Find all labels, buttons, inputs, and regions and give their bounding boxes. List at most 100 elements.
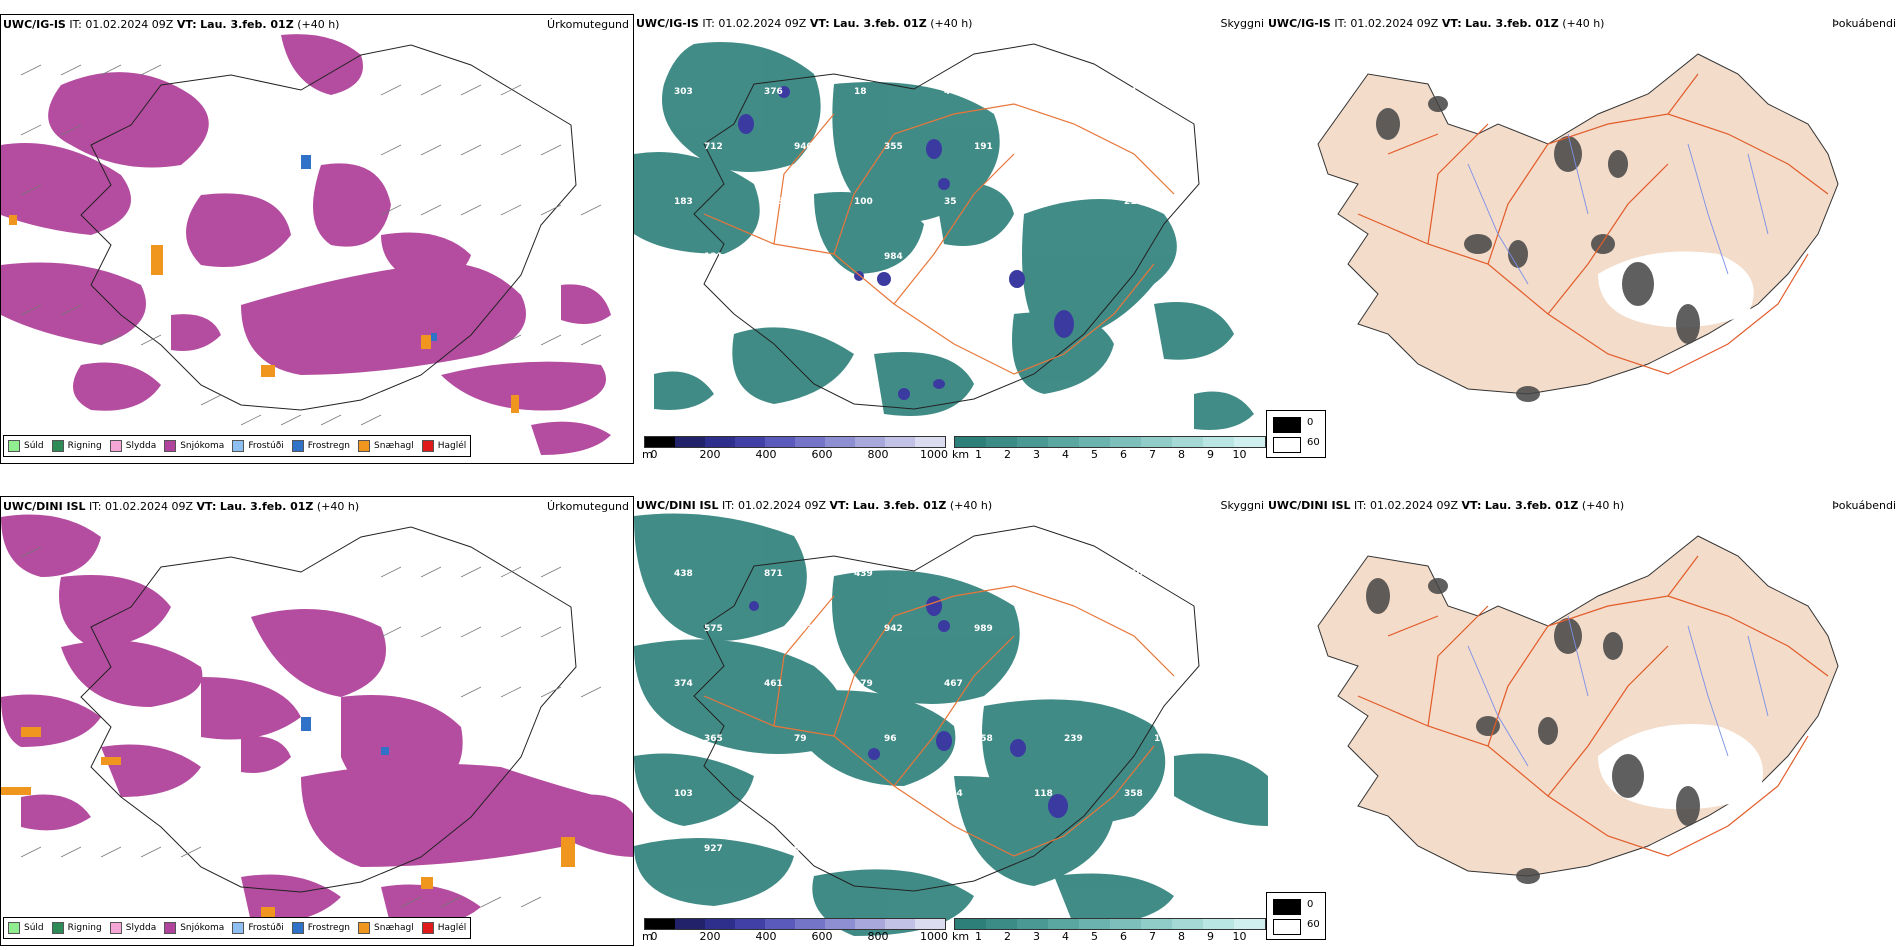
colorbar-tick: 400 [755, 930, 777, 943]
legend-label: Rigning [67, 441, 102, 451]
header: UWC/DINI ISL IT: 01.02.2024 09Z VT: Lau.… [636, 499, 993, 512]
visibility-value-label: 689 [1064, 624, 1083, 634]
colorbar-tick: 2 [1004, 448, 1011, 461]
colorbar-cell [1017, 437, 1048, 447]
colorbar-tick: 7 [1149, 930, 1156, 943]
legend-item: Snjókoma [164, 922, 224, 934]
legend-label: Rigning [67, 923, 102, 933]
fog-panel-bottom: UWC/DINI ISL IT: 01.02.2024 09Z VT: Lau.… [1268, 496, 1900, 946]
legend-item: Slydda [109, 440, 157, 452]
visibility-value-label: 303 [674, 87, 693, 97]
legend-label: Slydda [125, 441, 157, 451]
colorbar-tick: 800 [867, 448, 889, 461]
legend-item: Slydda [109, 922, 157, 934]
visibility-value-label: 135 [1124, 679, 1143, 689]
visibility-value-label: 253 [1034, 679, 1053, 689]
legend-swatch [421, 922, 434, 934]
colorbar-cell [645, 437, 675, 447]
legend-label: Snjókoma [180, 441, 225, 451]
legend-item: Frostúði [232, 922, 284, 934]
colorbar-cell [1048, 437, 1079, 447]
colorbar-cell [675, 437, 705, 447]
legend-swatch [8, 922, 20, 934]
colorbar-tick: 7 [1149, 448, 1156, 461]
visibility-value-label: 942 [884, 624, 903, 634]
colorbar-unit: km [952, 448, 970, 461]
legend-label: Frostúði [248, 923, 284, 933]
visibility-value-label: 100 [854, 197, 873, 207]
legend-item: Rigning [51, 440, 102, 452]
panel-title: Úrkomutegund [547, 500, 629, 513]
legend-swatch [164, 440, 177, 452]
fog-swatch-dark [1273, 899, 1301, 915]
visibility-value-label: 18 [854, 87, 867, 97]
visibility-value-label: 306 [764, 197, 783, 207]
fog-legend-bottom: 0 60 [1266, 892, 1326, 940]
colorbar-cell [705, 437, 735, 447]
colorbar-cell [915, 919, 945, 929]
fog-legend-value-light: 60 [1307, 437, 1320, 448]
visibility-value-label: 374 [674, 679, 693, 689]
visibility-value-label: 927 [704, 844, 723, 854]
panel-title: Þokuábendi [1832, 499, 1896, 512]
legend-item: Frostregn [291, 440, 351, 452]
legend-label: Frostregn [307, 441, 351, 451]
visibility-value-label: 189 [1154, 142, 1173, 152]
ptype-panel-bottom: UWC/DINI ISL IT: 01.02.2024 09Z VT: Lau.… [0, 496, 634, 946]
legend-label: Haglél [437, 923, 467, 933]
visibility-value-label: 239 [1064, 734, 1083, 744]
colorbar-tick: 9 [1207, 930, 1214, 943]
colorbar-tick: 1 [975, 930, 982, 943]
visibility-value-label: 925 [884, 844, 903, 854]
colorbar-cell [1110, 919, 1141, 929]
legend-label: Snæhagl [374, 923, 414, 933]
visibility-value-label: 893 [854, 789, 873, 799]
colorbar-cell [955, 919, 986, 929]
visibility-value-label: 438 [674, 569, 693, 579]
fog-swatch-light [1273, 437, 1301, 453]
legend-item: Súld [8, 440, 44, 452]
visibility-value-label: 170 [794, 252, 813, 262]
visibility-value-label: 79 [794, 734, 807, 744]
visibility-value-label: 785 [1034, 569, 1053, 579]
colorbar-tick: 10 [1232, 448, 1247, 461]
fog-swatch-dark [1273, 417, 1301, 433]
visibility-value-label: 850 [1124, 569, 1143, 579]
legend-swatch [51, 922, 64, 934]
visibility-panel-top: 303 376 18 445 234 14 712 940 355 191 101 189 183 306… [634, 14, 1268, 464]
colorbar-cells [644, 918, 946, 930]
visibility-value-label: 113 [1154, 734, 1173, 744]
colorbar-cell [1203, 919, 1234, 929]
header: UWC/IG-IS IT: 01.02.2024 09Z VT: Lau. 3.… [3, 18, 340, 31]
colorbar-tick: 0 [650, 448, 658, 461]
legend-label: Snæhagl [374, 441, 414, 451]
legend-label: Slydda [125, 923, 157, 933]
colorbar-km: km 1 2 3 4 5 6 7 8 9 10 [952, 918, 1266, 944]
colorbar-cell [855, 919, 885, 929]
visibility-value-label: 964 [944, 789, 963, 799]
colorbar-meters: m 0 200 400 600 800 1000 [642, 436, 948, 462]
legend-swatch [109, 922, 122, 934]
legend-item: Frostúði [232, 440, 284, 452]
colorbar-cell [795, 919, 825, 929]
visibility-panel-bottom: 438 871 439 206 785 850 575 893 942 989 689 214 374 4… [634, 496, 1268, 946]
legend-swatch [291, 922, 304, 934]
visibility-value-label: 467 [944, 679, 963, 689]
colorbar-cell [1234, 919, 1265, 929]
visibility-value-label: 14 [1124, 87, 1137, 97]
colorbar-tick: 1000 [920, 930, 948, 943]
colorbar-cell [1110, 437, 1141, 447]
visibility-value-label: 358 [1124, 789, 1143, 799]
colorbar-tick: 1000 [920, 448, 948, 461]
legend-label: Frostregn [307, 923, 351, 933]
colorbar-cell [645, 919, 675, 929]
colorbar-tick: 10 [1232, 930, 1247, 943]
colorbar-cell [765, 919, 795, 929]
visibility-value-label: 965 [794, 844, 813, 854]
legend-swatch [358, 440, 371, 452]
ptype-legend: Súld Rigning Slydda Snjókoma Frostúði Frostre… [3, 435, 472, 457]
visibility-value-label: 355 [884, 142, 903, 152]
fog-legend-value-light: 60 [1307, 919, 1320, 930]
colorbar-tick: 0 [650, 930, 658, 943]
visibility-value-label: 234 [1034, 87, 1053, 97]
